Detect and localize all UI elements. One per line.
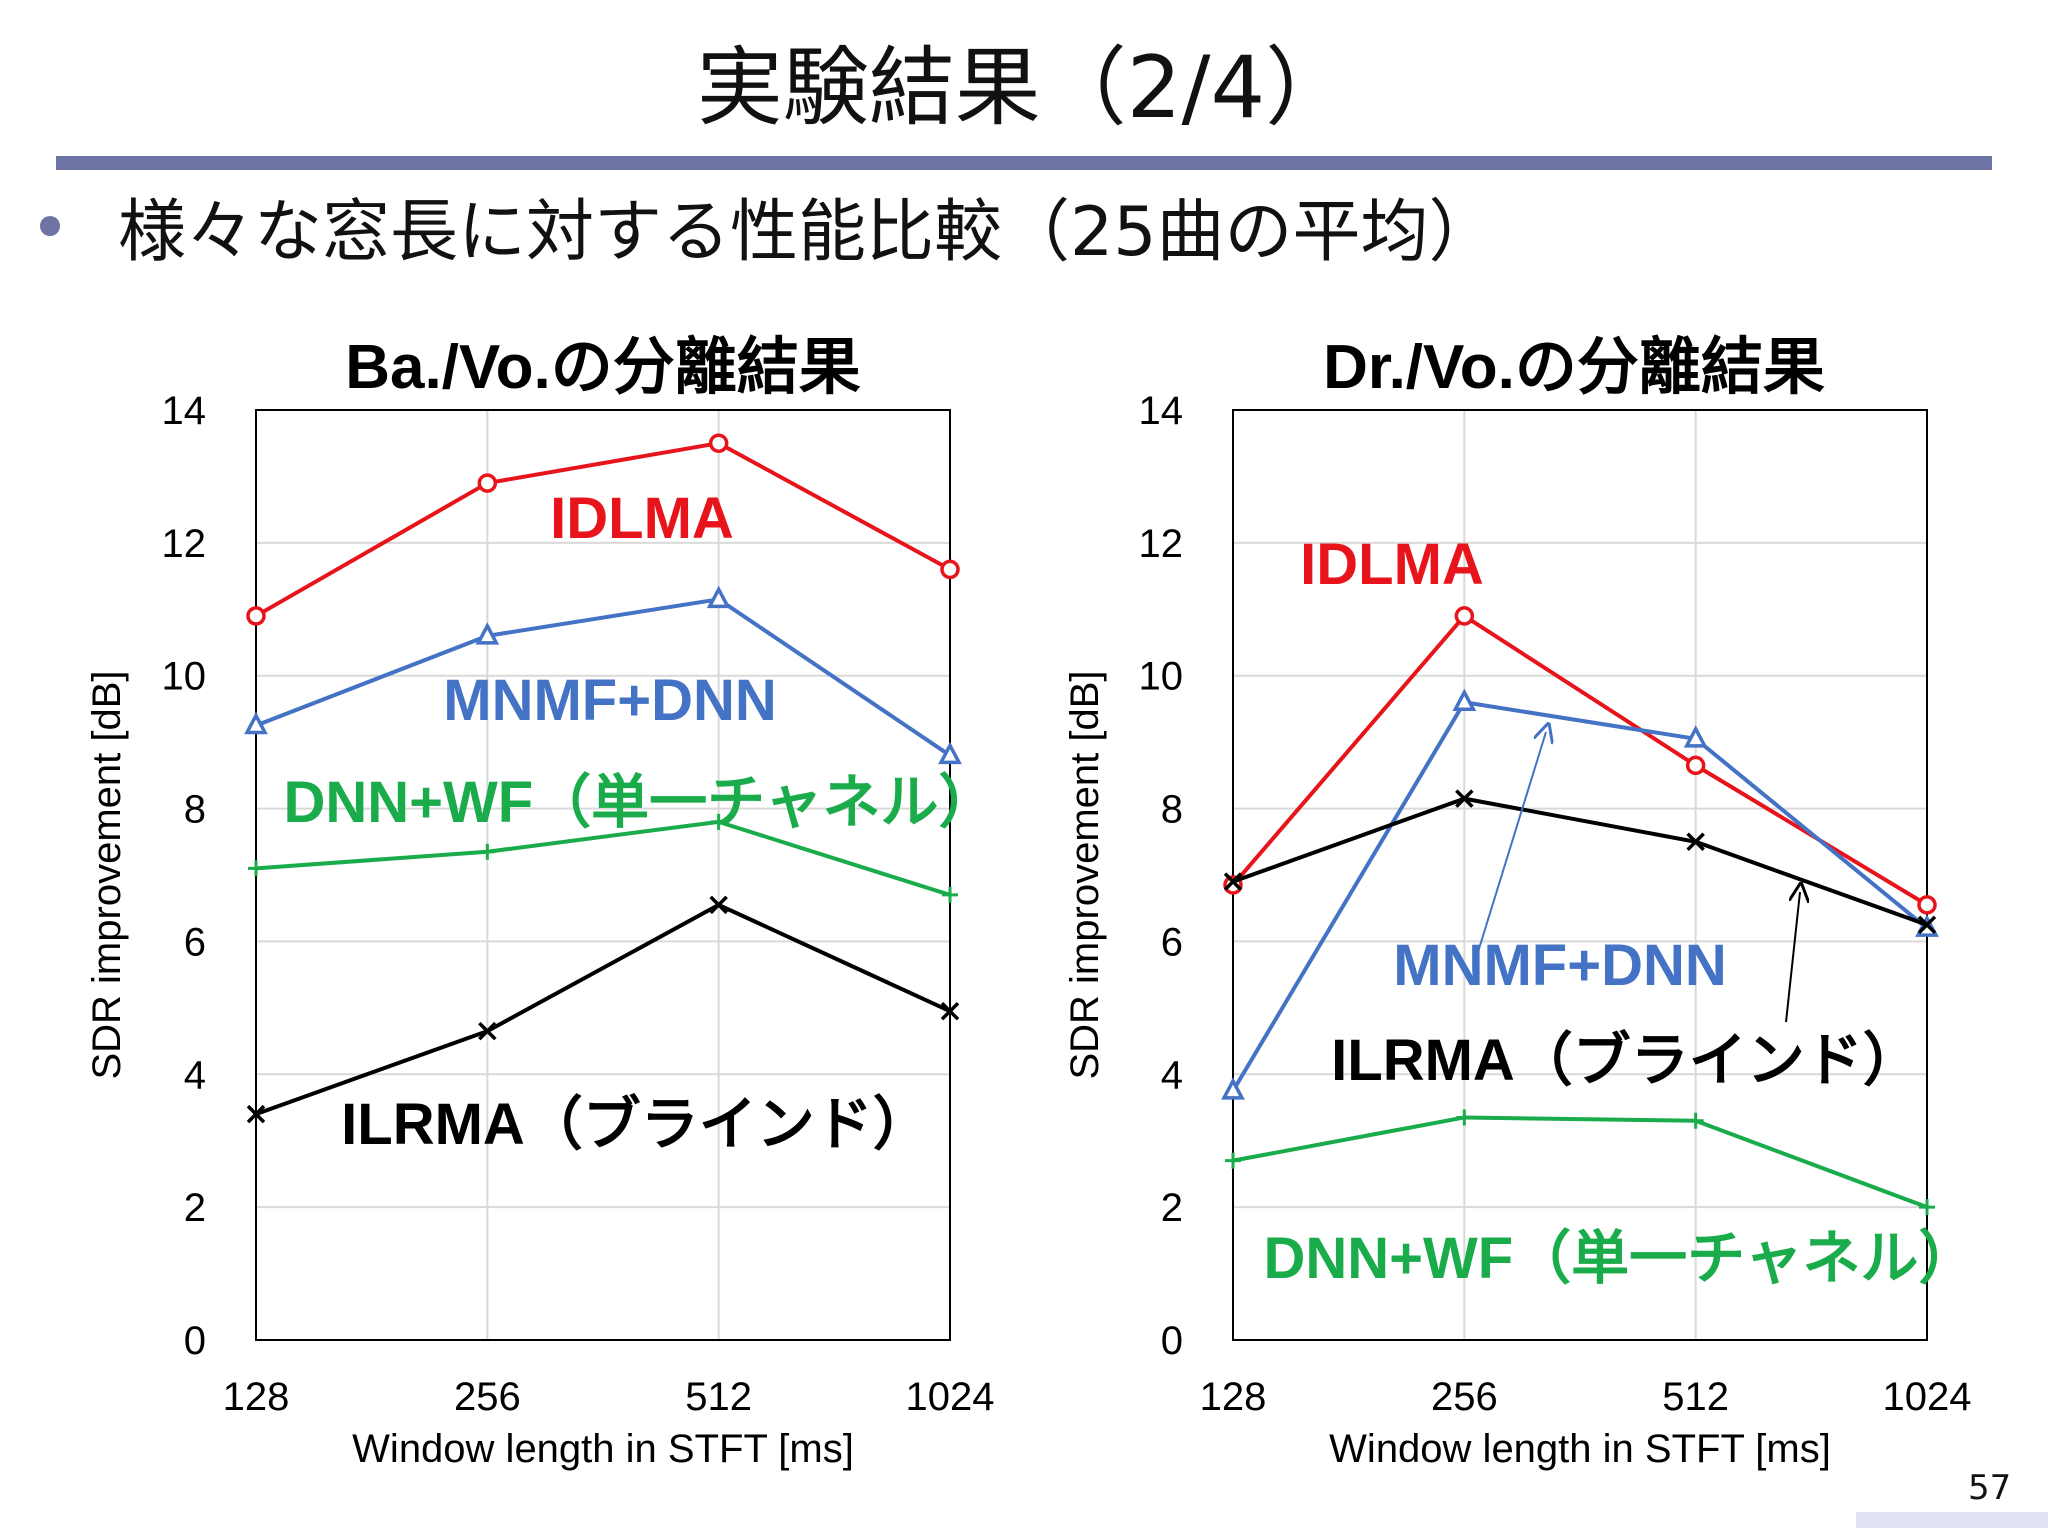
y-tick-label: 6 [1161,920,1183,964]
series-label: ILRMA（ブラインド） [341,1092,931,1157]
x-tick-label: 128 [1200,1375,1267,1419]
series-label: IDLMA [1300,532,1484,597]
series-label: MNMF+DNN [443,668,776,733]
y-tick-label: 4 [1161,1053,1183,1097]
data-point-triangle [706,585,731,609]
y-tick-label: 14 [162,389,207,433]
y-axis-label: SDR improvement [dB] [85,670,129,1079]
series-line [1231,613,1929,907]
data-point-triangle [938,741,962,765]
series-idlma: IDLMA [246,433,960,626]
data-point-plus [1456,1109,1473,1126]
data-point-triangle [1221,1077,1245,1100]
data-point-plus [479,843,496,860]
data-point-circle [1685,755,1706,776]
y-tick-label: 8 [1161,788,1183,832]
data-point-x [709,895,728,915]
series-line [1231,700,1929,1092]
data-point-x [246,1104,266,1124]
data-point-circle [940,559,960,580]
series-line [255,597,952,758]
bullet-text: 様々な窓長に対する性能比較（25曲の平均） [118,193,1497,272]
y-axis-label: SDR improvement [dB] [1063,670,1107,1079]
data-point-circle [1917,895,1937,915]
series-label: ILRMA（ブラインド） [1331,1028,1921,1093]
page-number: 57 [1968,1468,2012,1508]
y-tick-label: 0 [1161,1319,1183,1363]
chart-title: Dr./Vo.の分離結果 [1323,333,1825,402]
data-point-triangle [244,711,268,735]
chart-1: Ba./Vo.の分離結果 0 2 4 6 8 10 12 14 128 256 512 1024 Wind… [85,333,997,1471]
data-point-plus [942,886,958,903]
y-tick-label: 2 [1161,1186,1183,1230]
series-dnn-wf: DNN+WF（単一チャネル） [248,770,997,903]
plot-frame [1232,409,1928,1341]
data-point-plus [1225,1152,1241,1169]
x-axis-label: Window length in STFT [ms] [352,1427,854,1471]
series-label: DNN+WF（単一チャネル） [1263,1226,1976,1291]
data-point-triangle [1683,725,1708,748]
data-point-x [478,1021,497,1041]
data-point-circle [1454,606,1475,626]
y-tick-label: 12 [162,522,207,566]
series-line [255,902,951,1117]
y-tick-label: 8 [184,788,206,832]
data-point-x [1455,789,1474,808]
y-tick-label: 0 [184,1319,206,1363]
data-point-x [1223,872,1243,891]
series-label: DNN+WF（単一チャネル） [283,770,996,835]
data-point-plus [248,860,264,877]
annotation-arrow-mnmf [1477,732,1546,953]
x-tick-label: 128 [223,1375,290,1419]
y-tick-label: 14 [1139,389,1184,433]
footer-decoration [1856,1512,2048,1528]
data-point-circle [477,473,498,493]
chart-title: Ba./Vo.の分離結果 [345,333,861,402]
data-point-circle [246,606,266,626]
data-point-x [940,1001,960,1021]
data-point-circle [708,433,729,453]
data-point-plus [1687,1112,1704,1129]
series-dnn-wf: DNN+WF（単一チャネル） [1225,1109,1977,1291]
data-point-plus [1919,1199,1935,1216]
series-label: MNMF+DNN [1393,933,1726,998]
data-point-triangle [1452,688,1477,712]
data-point-triangle [475,622,500,645]
y-tick-label: 12 [1139,522,1184,566]
x-tick-label: 512 [685,1375,752,1419]
x-tick-label: 256 [454,1375,521,1419]
annotation-arrow-ilrma [1785,892,1800,1023]
series-line [255,441,951,618]
series-ilrma: ILRMA（ブラインド） [246,895,960,1157]
y-tick-label: 4 [184,1053,206,1097]
chart-2: Dr./Vo.の分離結果 0 2 4 6 8 10 12 14 128 256 512 1024 Wind… [1063,333,1977,1471]
series-line [1232,1115,1928,1210]
series-mnmf-dnn: MNMF+DNN [1221,688,1939,1100]
x-tick-label: 1024 [1883,1375,1972,1419]
series-line [255,819,951,897]
series-ilrma: ILRMA（ブラインド） [1223,789,1937,1093]
x-tick-label: 256 [1431,1375,1498,1419]
y-tick-label: 2 [184,1186,206,1230]
data-point-x [1917,915,1937,935]
x-tick-label: 1024 [906,1375,995,1419]
slide-title: 実験結果（2/4） [696,38,1352,138]
data-point-x [1686,832,1705,852]
series-mnmf-dnn: MNMF+DNN [244,585,962,765]
title-divider [56,156,1992,170]
series-label: IDLMA [550,486,734,551]
y-tick-label: 6 [184,920,206,964]
x-axis-label: Window length in STFT [ms] [1329,1427,1831,1471]
series-line [1232,796,1928,927]
bullet-point-icon [40,216,60,236]
y-tick-label: 10 [162,655,207,699]
data-point-plus [710,813,727,830]
y-tick-label: 10 [1139,655,1184,699]
x-tick-label: 512 [1662,1375,1729,1419]
